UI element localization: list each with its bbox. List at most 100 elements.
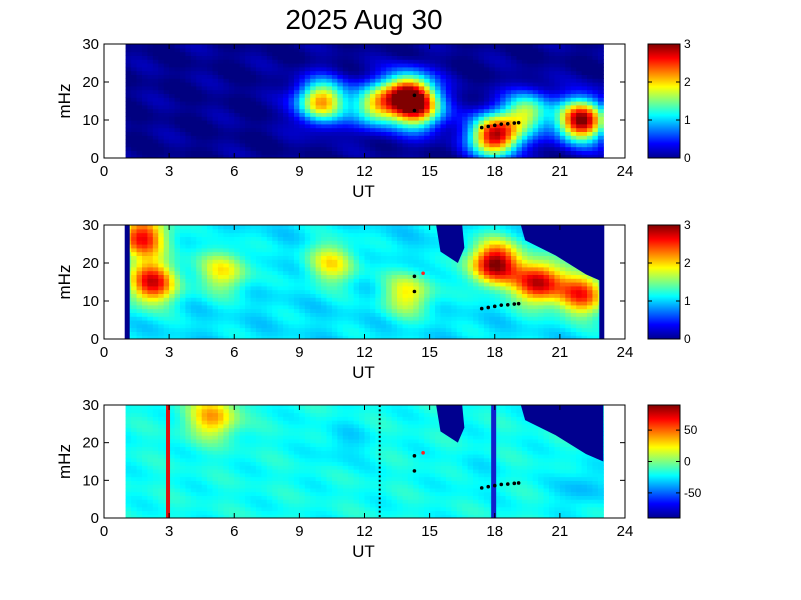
heatmap-cell	[190, 154, 197, 158]
heatmap-cell	[511, 59, 518, 64]
heatmap-cell	[511, 146, 518, 151]
heatmap-cell	[337, 270, 344, 275]
heatmap-cell	[538, 78, 545, 83]
heatmap-cell	[342, 154, 349, 158]
heatmap-cell	[131, 266, 138, 272]
heatmap-cell	[288, 101, 295, 106]
heatmap-cell	[331, 312, 338, 317]
heatmap-cell	[277, 301, 284, 306]
heatmap-cell	[304, 232, 311, 237]
heatmap-cell	[326, 331, 333, 336]
heatmap-cell	[310, 327, 317, 332]
heatmap-cell	[136, 51, 143, 56]
heatmap-cell	[212, 251, 219, 256]
heatmap-cell	[348, 316, 355, 321]
heatmap-cell	[223, 104, 230, 110]
heatmap-cell	[212, 101, 219, 106]
heatmap-cell	[511, 251, 518, 256]
heatmap-cell	[407, 123, 414, 129]
heatmap-cell	[424, 244, 431, 249]
heatmap-cell	[283, 59, 290, 64]
heatmap-cell	[353, 146, 360, 151]
heatmap-cell	[163, 127, 170, 132]
heatmap-cell	[250, 89, 257, 94]
heatmap-cell	[543, 70, 550, 75]
heatmap-cell	[212, 97, 219, 102]
heatmap-cell	[277, 97, 284, 102]
heatmap-cell	[348, 154, 355, 158]
heatmap-cell	[239, 331, 246, 336]
heatmap-cell	[500, 225, 507, 230]
heatmap-cell	[451, 285, 458, 291]
heatmap-cell	[185, 63, 192, 68]
heatmap-cell	[283, 70, 290, 75]
heatmap-cell	[467, 78, 474, 83]
heatmap-cell	[174, 47, 181, 53]
heatmap-cell	[228, 255, 235, 260]
heatmap-cell	[245, 297, 252, 302]
heatmap-cell	[288, 59, 295, 64]
heatmap-cell	[288, 232, 295, 237]
heatmap-cell	[223, 320, 230, 325]
heatmap-cell	[283, 66, 290, 72]
heatmap-cell	[386, 93, 393, 98]
heatmap-cell	[310, 297, 317, 302]
heatmap-cell	[163, 228, 170, 234]
heatmap-cell	[353, 240, 360, 245]
heatmap-cell	[516, 97, 523, 102]
heatmap-cell	[456, 139, 463, 144]
heatmap-cell	[554, 97, 561, 102]
heatmap-cell	[565, 47, 572, 53]
heatmap-cell	[440, 135, 447, 140]
heatmap-cell	[527, 74, 534, 79]
heatmap-cell	[467, 44, 474, 49]
heatmap-cell	[277, 312, 284, 317]
heatmap-cell	[543, 51, 550, 56]
heatmap-cell	[272, 259, 279, 264]
heatmap-cell	[538, 82, 545, 87]
heatmap-cell	[217, 320, 224, 325]
heatmap-cell	[304, 228, 311, 234]
heatmap-cell	[511, 274, 518, 279]
heatmap-cell	[369, 255, 376, 260]
heatmap-cell	[342, 274, 349, 279]
heatmap-cell	[169, 297, 176, 302]
heatmap-cell	[179, 289, 187, 294]
heatmap-cell	[364, 251, 371, 256]
heatmap-cell	[331, 304, 338, 310]
heatmap-cell	[255, 135, 262, 140]
heatmap-cell	[158, 316, 165, 321]
heatmap-cell	[429, 127, 436, 132]
heatmap-cell	[407, 285, 414, 291]
heatmap-cell	[304, 320, 311, 325]
heatmap-cell	[179, 316, 187, 321]
heatmap-cell	[217, 251, 224, 256]
heatmap-cell	[473, 63, 480, 68]
heatmap-cell	[190, 78, 197, 83]
heatmap-cell	[527, 304, 534, 310]
heatmap-cell	[483, 150, 490, 155]
heatmap-cell	[543, 135, 550, 140]
heatmap-cell	[261, 320, 268, 325]
heatmap-cell	[185, 247, 192, 253]
heatmap-cell	[207, 154, 214, 158]
heatmap-cell	[380, 225, 387, 230]
heatmap-cell	[348, 228, 355, 234]
heatmap-cell	[527, 112, 534, 117]
heatmap-cell	[353, 93, 360, 98]
heatmap-cell	[304, 139, 311, 144]
heatmap-cell	[576, 89, 583, 94]
heatmap-cell	[397, 308, 404, 313]
heatmap-cell	[353, 150, 360, 155]
heatmap-cell	[152, 312, 159, 317]
heatmap-cell	[299, 89, 306, 94]
heatmap-cell	[158, 320, 165, 325]
heatmap-cell	[429, 244, 436, 249]
heatmap-cell	[505, 244, 512, 249]
heatmap-cell	[272, 289, 279, 294]
heatmap-cell	[391, 316, 398, 321]
heatmap-cell	[179, 285, 187, 291]
heatmap-cell	[538, 47, 545, 53]
heatmap-cell	[288, 263, 295, 268]
heatmap-cell	[587, 47, 594, 53]
